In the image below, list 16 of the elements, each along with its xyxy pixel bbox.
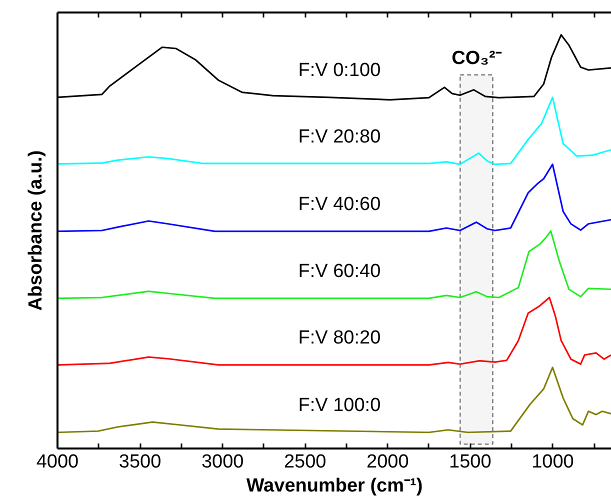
x-tick-label: 3500 xyxy=(118,452,162,472)
band-label: CO₃²⁻ xyxy=(452,48,502,70)
x-tick-label: 3000 xyxy=(201,452,244,472)
y-axis-title: Absorbance (a.u.) xyxy=(26,150,46,311)
series-label: F:V 20:80 xyxy=(298,126,381,148)
x-tick-label: 4000 xyxy=(36,452,79,472)
x-tick-label: 1500 xyxy=(449,452,492,472)
x-tick-label: 2500 xyxy=(284,452,326,472)
series-label: F:V 80:20 xyxy=(298,327,381,348)
x-tick-label: 2000 xyxy=(366,452,409,472)
series-label: F:V 0:100 xyxy=(298,60,381,81)
x-axis-title: Wavenumber (cm⁻¹) xyxy=(246,476,423,496)
x-tick-label: 1000 xyxy=(532,452,574,472)
series-label: F:V 60:40 xyxy=(298,260,381,282)
series-label: F:V 100:0 xyxy=(298,394,381,416)
series-label: F:V 40:60 xyxy=(298,194,381,215)
